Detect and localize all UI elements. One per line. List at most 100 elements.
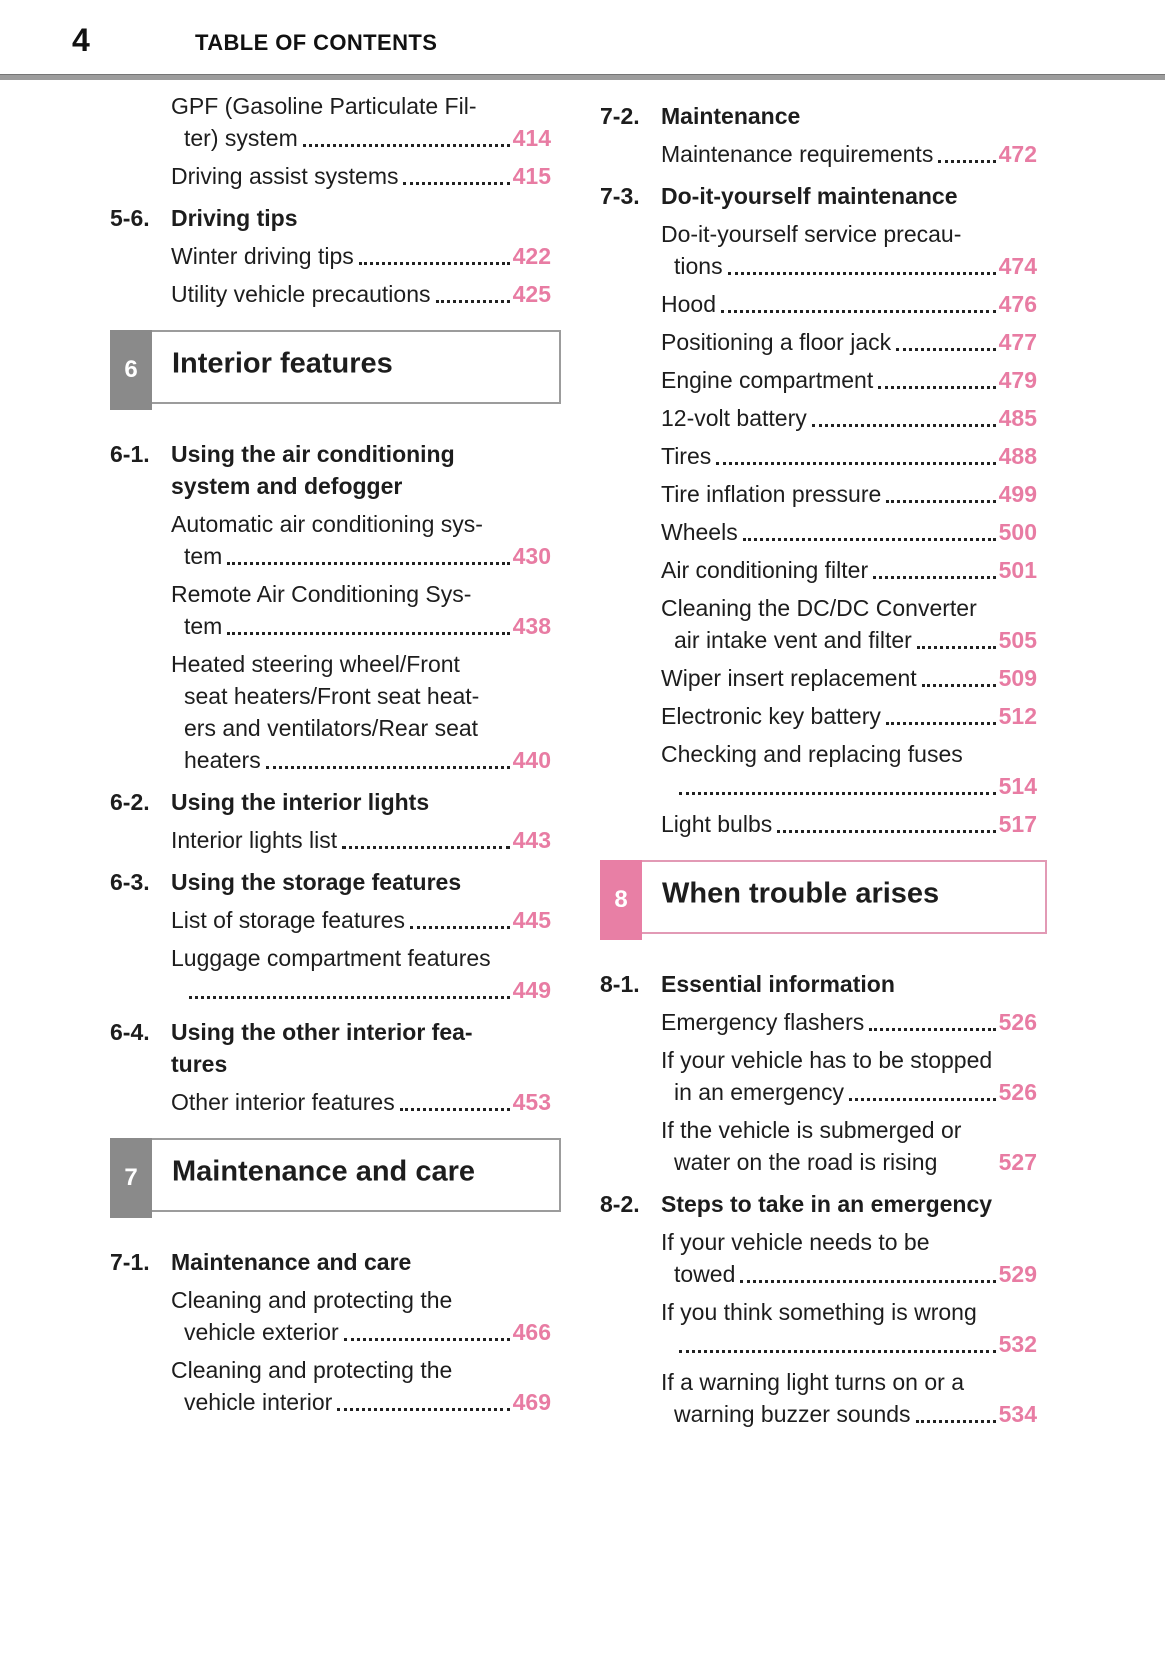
dot-leader: [342, 846, 510, 849]
toc-column-right: 7-2. Maintenance Maintenance requirement…: [600, 90, 1047, 1436]
entry-label: vehicle interior: [184, 1389, 333, 1415]
entry-label: Wheels: [661, 519, 738, 545]
section-title-line: Essential information: [661, 971, 895, 997]
entry-page-number: 517: [998, 811, 1037, 837]
entry-label-line: Heated steering wheel/Front: [171, 651, 460, 677]
toc-entry: Checking and replacing fuses 514: [600, 738, 1047, 802]
entry-label: 12-volt battery: [661, 405, 807, 431]
toc-entry: Maintenance requirements 472: [600, 138, 1047, 170]
section-number: 7-2.: [600, 103, 640, 129]
toc-entry: Emergency flashers 526: [600, 1006, 1047, 1038]
toc-entry-line: Maintenance requirements 472: [600, 138, 1047, 170]
entry-page-number: 501: [998, 557, 1037, 583]
entry-label-line: Automatic air conditioning sys-: [171, 511, 483, 537]
dot-leader: [811, 424, 996, 427]
entry-page-number: 453: [512, 1089, 551, 1115]
toc-entry: Cleaning the DC/DC Converter air intake …: [600, 592, 1047, 656]
section-number: 8-2.: [600, 1191, 640, 1217]
entry-page-number: 509: [998, 665, 1037, 691]
section-title-line: Do-it-yourself maintenance: [661, 183, 958, 209]
section-title-line: Using the storage features: [171, 869, 462, 895]
toc-entry: Electronic key battery 512: [600, 700, 1047, 732]
section-title: Using the interior lights: [171, 786, 561, 818]
section-title: Do-it-yourself maintenance: [661, 180, 1047, 212]
entry-page-number: 472: [998, 141, 1037, 167]
entry-page-number: 499: [998, 481, 1037, 507]
chapter-title: When trouble arises: [662, 877, 940, 910]
toc-entry-line: tem 438: [110, 610, 561, 642]
entry-label: towed: [674, 1261, 736, 1287]
dot-leader: [727, 272, 996, 275]
toc-section-heading: 7-1. Maintenance and care: [110, 1246, 561, 1278]
toc-entry: Luggage compartment features 449: [110, 942, 561, 1006]
dot-leader: [720, 310, 996, 313]
section-title-line: system and defogger: [171, 473, 403, 499]
entry-page-number: 425: [512, 281, 551, 307]
section-number: 7-1.: [110, 1249, 150, 1275]
toc-column-left: GPF (Gasoline Particulate Fil- ter) syst…: [110, 90, 561, 1424]
entry-label: water on the road is rising: [674, 1149, 938, 1175]
entry-page-number: 526: [998, 1009, 1037, 1035]
toc-entry-line: water on the road is rising 527: [600, 1146, 1047, 1178]
entry-label-line: Remote Air Conditioning Sys-: [171, 581, 472, 607]
entry-label: Light bulbs: [661, 811, 773, 837]
toc-entry: Engine compartment 479: [600, 364, 1047, 396]
section-title-line: tures: [171, 1051, 228, 1077]
entry-label-line: If the vehicle is submerged or: [661, 1117, 962, 1143]
toc-entry: Positioning a floor jack 477: [600, 326, 1047, 358]
toc-entry: If your vehicle has to be stopped in an …: [600, 1044, 1047, 1108]
toc-section-heading: 7-3. Do-it-yourself maintenance: [600, 180, 1047, 212]
entry-label: Hood: [661, 291, 716, 317]
page-title: TABLE OF CONTENTS: [195, 30, 438, 55]
dot-leader: [915, 1420, 996, 1423]
entry-label-line: Do-it-yourself service precau-: [661, 221, 962, 247]
dot-leader: [337, 1408, 510, 1411]
toc-entry-line: Light bulbs 517: [600, 808, 1047, 840]
toc-entry-line: Air conditioning filter 501: [600, 554, 1047, 586]
toc-entry: Wheels 500: [600, 516, 1047, 548]
dot-leader: [302, 144, 510, 147]
entry-label-line: If your vehicle has to be stopped: [661, 1047, 993, 1073]
dot-leader: [399, 1108, 510, 1111]
toc-entry-line: heaters 440: [110, 744, 561, 776]
dot-leader: [227, 632, 510, 635]
entry-label: Other interior features: [171, 1089, 395, 1115]
entry-label: Maintenance requirements: [661, 141, 934, 167]
section-number: 7-3.: [600, 183, 640, 209]
dot-leader: [409, 926, 510, 929]
entry-label: warning buzzer sounds: [674, 1401, 911, 1427]
entry-label: Positioning a floor jack: [661, 329, 892, 355]
dot-leader: [849, 1098, 996, 1101]
toc-chapter-header: 6 Interior features: [110, 330, 561, 410]
toc-entry: If your vehicle needs to be towed 529: [600, 1226, 1047, 1290]
dot-leader: [265, 766, 510, 769]
entry-page-number: 440: [512, 747, 551, 773]
entry-page-number: 488: [998, 443, 1037, 469]
entry-label: Air conditioning filter: [661, 557, 869, 583]
dot-leader: [435, 300, 510, 303]
toc-entry: If a warning light turns on or a warning…: [600, 1366, 1047, 1430]
entry-page-number: 505: [998, 627, 1037, 653]
entry-label-line: ers and ventilators/Rear seat: [184, 715, 479, 741]
toc-entry-line: 532: [600, 1328, 1047, 1360]
entry-label: Tire inflation pressure: [661, 481, 882, 507]
entry-page-number: 466: [512, 1319, 551, 1345]
entry-label: tem: [184, 543, 223, 569]
toc-entry: GPF (Gasoline Particulate Fil- ter) syst…: [110, 90, 561, 154]
toc-entry: Winter driving tips 422: [110, 240, 561, 272]
toc-entry-line: Other interior features 453: [110, 1086, 561, 1118]
toc-entry-line: Positioning a floor jack 477: [600, 326, 1047, 358]
toc-entry: 12-volt battery 485: [600, 402, 1047, 434]
entry-page-number: 526: [998, 1079, 1037, 1105]
toc-entry-line: warning buzzer sounds 534: [600, 1398, 1047, 1430]
toc-entry: Interior lights list 443: [110, 824, 561, 856]
entry-label: air intake vent and filter: [674, 627, 912, 653]
dot-leader: [740, 1280, 996, 1283]
entry-label-line: seat heaters/Front seat heat-: [184, 683, 480, 709]
entry-label: Driving assist systems: [171, 163, 399, 189]
entry-page-number: 485: [998, 405, 1037, 431]
toc-entry: Automatic air conditioning sys- tem 430: [110, 508, 561, 572]
entry-label-line: Cleaning and protecting the: [171, 1287, 453, 1313]
entry-page-number: 479: [998, 367, 1037, 393]
